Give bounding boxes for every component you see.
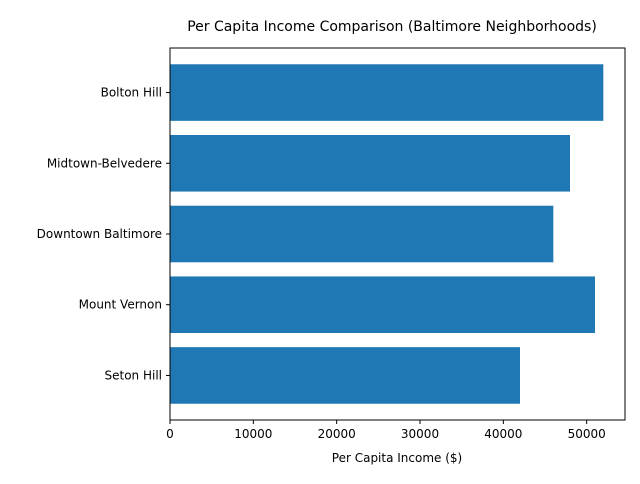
bar-seton-hill — [170, 347, 520, 404]
bars-layer — [170, 64, 604, 404]
x-tick-label: 20000 — [318, 427, 356, 441]
x-axis-label: Per Capita Income ($) — [332, 451, 462, 465]
bar-mount-vernon — [170, 276, 595, 334]
chart-title: Per Capita Income Comparison (Baltimore … — [187, 19, 597, 35]
x-tick-label: 50000 — [568, 427, 606, 441]
x-tick-label: 10000 — [234, 427, 272, 441]
x-tick-label: 0 — [166, 427, 174, 441]
plot-frame — [169, 47, 626, 421]
y-tick-label: Bolton Hill — [101, 86, 162, 100]
bar-midtown-belvedere — [170, 134, 570, 192]
y-tick-label: Seton Hill — [105, 368, 163, 382]
bar-bolton-hill — [170, 64, 604, 121]
y-tick-label: Midtown-Belvedere — [47, 156, 162, 170]
y-tick-label: Mount Vernon — [79, 298, 162, 312]
axes-layer: Seton Hill Mount Vernon Downtown Baltimore… — [37, 47, 626, 441]
bar-downtown-baltimore — [170, 205, 554, 263]
y-tick-label: Downtown Baltimore — [37, 227, 162, 241]
x-tick-label: 40000 — [484, 427, 522, 441]
x-tick-label: 30000 — [401, 427, 439, 441]
